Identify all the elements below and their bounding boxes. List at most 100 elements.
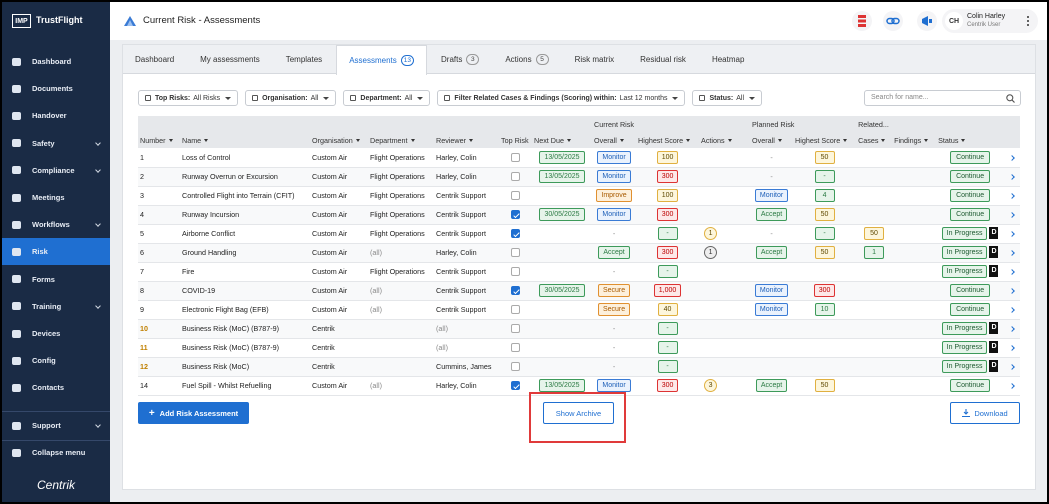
nav-item[interactable]: Support — [2, 412, 110, 439]
status-button[interactable]: In Progress — [941, 246, 988, 259]
top-risk-checkbox[interactable] — [511, 286, 520, 296]
status-button[interactable]: Continue — [950, 284, 991, 297]
nav-item[interactable]: Config — [2, 347, 110, 374]
nav-item[interactable]: Safety — [2, 130, 110, 157]
status-button[interactable]: Continue — [950, 150, 991, 164]
top-risk-checkbox[interactable] — [511, 172, 520, 182]
row-arrow[interactable] — [1004, 167, 1021, 187]
table-row[interactable]: 6 Ground Handling Custom Air (all) Harley, C… — [138, 243, 1021, 263]
add-button[interactable]: + Add Risk Assessment — [138, 402, 249, 424]
top-risk-checkbox[interactable] — [511, 229, 520, 239]
row-arrow[interactable] — [1004, 243, 1021, 263]
status-button[interactable]: Continue — [950, 208, 991, 221]
status-button[interactable]: In Progress — [941, 227, 988, 240]
link-button[interactable] — [883, 11, 903, 31]
column-header[interactable]: Department — [368, 132, 434, 148]
nav-item[interactable]: Meetings — [2, 184, 110, 211]
nav-item[interactable]: Devices — [2, 320, 110, 347]
nav-item[interactable]: Dashboard — [2, 48, 110, 75]
top-risk-checkbox[interactable] — [511, 210, 520, 220]
top-risk-checkbox[interactable] — [511, 153, 520, 163]
column-header[interactable]: Findings — [892, 132, 937, 148]
nav-item[interactable]: Handover — [2, 102, 110, 129]
row-arrow[interactable] — [1004, 281, 1021, 301]
tab[interactable]: Templates — [274, 45, 334, 74]
top-risk-checkbox[interactable] — [511, 362, 520, 372]
top-risk-checkbox[interactable] — [511, 191, 520, 201]
status-button[interactable]: Continue — [950, 303, 991, 316]
filter-dropdown[interactable]: Organisation: All — [245, 90, 337, 106]
filter-dropdown[interactable]: Top Risks: All Risks — [138, 90, 239, 106]
table-row[interactable]: 8 COVID-19 Custom Air (all) Centrik Support 3… — [138, 281, 1021, 301]
tab[interactable]: Assessments 13 — [336, 45, 427, 75]
table-row[interactable]: 12 Business Risk (MoC) Centrik Cummins, Jam… — [138, 357, 1021, 377]
row-arrow[interactable] — [1004, 357, 1021, 377]
status-button[interactable]: In Progress — [941, 360, 988, 373]
row-arrow[interactable] — [1004, 148, 1021, 168]
column-header[interactable]: Highest Score — [793, 132, 857, 148]
column-header[interactable]: Actions — [699, 132, 751, 148]
tab[interactable]: Drafts 3 — [429, 45, 491, 74]
tab[interactable]: Residual risk — [628, 45, 698, 74]
user-menu[interactable]: CH Colin Harley Centrik User — [942, 9, 1038, 33]
status-button[interactable]: Continue — [950, 189, 991, 202]
table-row[interactable]: 11 Business Risk (MoC) (B787-9) Centrik (al… — [138, 338, 1021, 358]
column-header[interactable]: Overall — [750, 132, 794, 148]
row-arrow[interactable] — [1004, 186, 1021, 206]
tab[interactable]: Actions 5 — [493, 45, 560, 74]
archive-button[interactable]: Show Archive — [543, 402, 614, 424]
status-button[interactable]: Continue — [950, 170, 991, 183]
table-row[interactable]: 10 Business Risk (MoC) (B787-9) Centrik (al… — [138, 319, 1021, 339]
row-arrow[interactable] — [1004, 376, 1021, 396]
row-arrow[interactable] — [1004, 300, 1021, 320]
table-row[interactable]: 14 Fuel Spill - Whilst Refuelling Custom A… — [138, 376, 1021, 396]
column-header[interactable]: Organisation — [310, 132, 368, 148]
search-box[interactable]: Search for name... — [864, 90, 1021, 106]
top-risk-checkbox[interactable] — [511, 305, 520, 315]
row-arrow[interactable] — [1004, 224, 1021, 244]
row-arrow[interactable] — [1004, 205, 1021, 225]
table-row[interactable]: 2 Runway Overrun or Excursion Custom Air Fl… — [138, 167, 1021, 187]
nav-item[interactable]: Workflows — [2, 211, 110, 238]
column-header[interactable]: Cases — [856, 132, 893, 148]
top-risk-checkbox[interactable] — [511, 324, 520, 334]
tab[interactable]: Heatmap — [700, 45, 756, 74]
status-button[interactable]: In Progress — [941, 265, 988, 278]
top-risk-checkbox[interactable] — [511, 381, 520, 391]
table-row[interactable]: 5 Airborne Conflict Custom Air Flight Opera… — [138, 224, 1021, 244]
tab[interactable]: My assessments — [188, 45, 272, 74]
table-row[interactable]: 1 Loss of Control Custom Air Flight Operati… — [138, 148, 1021, 168]
nav-item[interactable]: Training — [2, 293, 110, 320]
status-button[interactable]: In Progress — [941, 322, 988, 335]
table-row[interactable]: 7 Fire Custom Air Flight Operations Centrik … — [138, 262, 1021, 282]
filter-dropdown[interactable]: Department: All — [343, 90, 431, 106]
column-header[interactable]: Overall — [592, 132, 637, 148]
column-header[interactable]: Name — [180, 132, 310, 148]
column-header[interactable]: Reviewer — [434, 132, 499, 148]
nav-item[interactable]: Compliance — [2, 157, 110, 184]
tab[interactable]: Dashboard — [123, 45, 186, 74]
column-header[interactable]: Next Due — [532, 132, 593, 148]
column-header[interactable]: Highest Score — [636, 132, 700, 148]
top-risk-checkbox[interactable] — [511, 248, 520, 258]
nav-item[interactable]: Contacts — [2, 374, 110, 401]
status-button[interactable]: Continue — [950, 379, 991, 392]
tab[interactable]: Risk matrix — [563, 45, 627, 74]
download-button[interactable]: Download — [950, 402, 1020, 424]
table-row[interactable]: 9 Electronic Flight Bag (EFB) Custom Air (a… — [138, 300, 1021, 320]
status-button[interactable]: In Progress — [941, 341, 988, 354]
table-row[interactable]: 4 Runway Incursion Custom Air Flight Operat… — [138, 205, 1021, 225]
row-arrow[interactable] — [1004, 338, 1021, 358]
column-header[interactable]: Status — [936, 132, 1005, 148]
top-risk-checkbox[interactable] — [511, 343, 520, 353]
column-header[interactable]: Number — [138, 132, 180, 148]
filter-dropdown[interactable]: Filter Related Cases & Findings (Scoring… — [437, 90, 686, 106]
nav-item[interactable]: Forms — [2, 266, 110, 293]
filter-dropdown[interactable]: Status: All — [692, 90, 762, 106]
top-risk-checkbox[interactable] — [511, 267, 520, 277]
row-arrow[interactable] — [1004, 262, 1021, 282]
nav-item[interactable]: Risk — [2, 238, 110, 266]
nav-item[interactable]: Collapse menu — [2, 439, 110, 466]
table-row[interactable]: 3 Controlled Flight into Terrain (CFIT) Cu… — [138, 186, 1021, 206]
nav-item[interactable]: Documents — [2, 75, 110, 102]
